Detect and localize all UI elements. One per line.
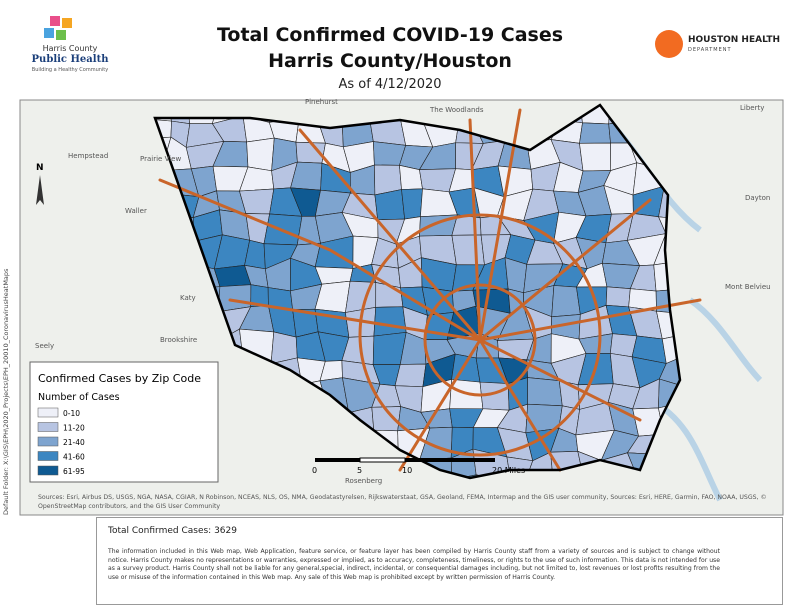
legend-swatch	[37, 465, 59, 476]
legend-label: 21-40	[63, 438, 85, 447]
title: Total Confirmed COVID-19 Cases	[216, 24, 564, 46]
zip-area	[451, 234, 485, 266]
logo-text: Harris County	[42, 44, 98, 53]
disclaimer: The information included in this Web map…	[108, 548, 720, 581]
scale-label: 20 Miles	[492, 466, 525, 475]
legend-swatch	[37, 451, 59, 461]
zip-area	[373, 306, 407, 337]
scale-label: 0	[312, 466, 317, 475]
date: As of 4/12/2020	[338, 77, 442, 92]
zip-area	[401, 188, 423, 220]
place-label: Dayton	[745, 194, 770, 202]
hhd-logo	[655, 30, 683, 58]
legend-label: 11-20	[63, 424, 85, 433]
north-arrow: N	[36, 163, 44, 205]
sources: Sources: Esri, Airbus DS, USGS, NGA, NAS…	[38, 494, 767, 510]
legend-subtitle: Number of Cases	[38, 392, 120, 403]
total-cases: Total Confirmed Cases: 3629	[108, 526, 237, 536]
place-label: Prairie View	[140, 155, 181, 163]
legend-label: 0-10	[63, 409, 80, 418]
place-label: Mont Belvieu	[725, 283, 771, 291]
legend-label: 61-95	[63, 467, 85, 476]
logo-text: DEPARTMENT	[688, 47, 732, 53]
place-label: Waller	[125, 207, 147, 215]
scale-bar: 0 5 10 20 Miles	[312, 457, 525, 475]
zip-area	[579, 142, 612, 172]
zip-area	[527, 377, 563, 407]
legend-swatch	[37, 407, 59, 418]
legend-swatch	[37, 436, 59, 447]
place-label: Liberty	[740, 104, 764, 112]
place-label: Brookshire	[160, 336, 197, 344]
zip-area	[579, 122, 611, 144]
zip-area	[605, 286, 631, 308]
legend-label: 41-60	[63, 453, 85, 462]
place-label: Hempstead	[68, 152, 108, 160]
zip-area	[394, 363, 427, 388]
legend-swatch	[37, 422, 59, 432]
subtitle: Harris County/Houston	[268, 50, 512, 72]
place-label: Rosenberg	[345, 477, 382, 485]
logo-text: HOUSTON HEALTH	[688, 35, 780, 45]
zip-area	[374, 189, 405, 221]
legend-title: Confirmed Cases by Zip Code	[38, 372, 201, 385]
zip-area	[239, 188, 275, 215]
place-label: Pinehurst	[305, 98, 338, 106]
zip-area	[551, 285, 581, 318]
info-box	[96, 517, 783, 605]
logo-text: Public Health	[31, 54, 109, 65]
zip-area	[246, 137, 275, 172]
scale-label: 10	[402, 466, 412, 475]
place-label: Katy	[180, 294, 196, 302]
place-label: The Woodlands	[429, 106, 484, 114]
roads	[158, 108, 702, 472]
place-labels: Pinehurst The Woodlands Liberty Hempstead Pr…	[35, 98, 771, 485]
logo-text: Building a Healthy Community	[31, 67, 109, 73]
folder-path: Default Folder: X:\GIS\EPH\2020_Projects…	[2, 268, 10, 515]
zip-area	[658, 353, 680, 388]
scale-label: 5	[357, 466, 362, 475]
north-label: N	[36, 163, 44, 173]
legend-box	[29, 361, 219, 483]
place-label: Seely	[35, 342, 54, 350]
